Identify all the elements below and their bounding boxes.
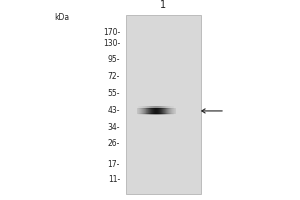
Bar — [171, 106, 172, 109]
Bar — [151, 113, 152, 115]
Bar — [157, 113, 158, 115]
Bar — [149, 113, 150, 115]
Bar — [168, 106, 169, 109]
Bar — [169, 113, 170, 115]
Bar — [165, 106, 166, 109]
Bar — [173, 113, 174, 115]
Bar — [167, 106, 168, 109]
Bar — [147, 106, 148, 109]
Bar — [162, 106, 163, 109]
Bar — [144, 113, 145, 115]
Bar — [150, 106, 151, 109]
Bar — [152, 106, 153, 109]
Bar — [160, 113, 161, 115]
Bar — [158, 113, 159, 115]
Bar — [142, 113, 143, 115]
Bar — [156, 113, 157, 115]
Bar — [160, 106, 161, 109]
Bar — [145, 113, 146, 115]
Bar — [162, 113, 163, 115]
Bar — [146, 106, 147, 109]
Bar — [159, 106, 160, 109]
Bar — [169, 106, 170, 109]
Bar — [157, 106, 158, 109]
Bar — [144, 106, 145, 109]
Text: 26-: 26- — [108, 139, 120, 148]
Bar — [161, 113, 162, 115]
Bar — [171, 113, 172, 115]
Bar — [142, 106, 143, 109]
Bar — [173, 106, 174, 109]
Text: 72-: 72- — [108, 72, 120, 81]
Bar — [168, 113, 169, 115]
Bar — [153, 113, 154, 115]
Text: 17-: 17- — [108, 160, 120, 169]
Bar — [170, 113, 171, 115]
Bar — [140, 106, 141, 109]
Bar — [155, 113, 156, 115]
Bar — [143, 113, 144, 115]
Bar — [148, 113, 149, 115]
Bar — [141, 106, 142, 109]
Text: 11-: 11- — [108, 175, 120, 184]
Bar — [164, 106, 165, 109]
Bar — [159, 113, 160, 115]
Bar — [139, 106, 140, 109]
Bar — [156, 106, 157, 109]
Bar — [160, 113, 161, 115]
Text: 1: 1 — [160, 0, 166, 10]
Bar — [151, 106, 152, 109]
Bar — [152, 113, 153, 115]
Bar — [126, 15, 201, 194]
Bar — [148, 106, 149, 109]
Text: 43-: 43- — [107, 106, 120, 115]
Bar — [139, 113, 140, 115]
Bar — [169, 113, 170, 115]
Bar — [149, 106, 150, 109]
Bar — [164, 113, 165, 115]
Text: 55-: 55- — [107, 89, 120, 98]
Bar — [145, 106, 146, 109]
Bar — [154, 106, 155, 109]
Text: 34-: 34- — [107, 123, 120, 132]
Bar — [158, 106, 159, 109]
Bar — [169, 106, 170, 109]
Bar — [154, 113, 155, 115]
Bar — [172, 113, 173, 115]
Bar — [170, 106, 171, 109]
Bar — [141, 113, 142, 115]
Bar — [172, 106, 173, 109]
Bar — [140, 113, 141, 115]
Bar — [161, 106, 162, 109]
Bar — [153, 106, 154, 109]
Bar — [143, 106, 144, 109]
Bar — [165, 113, 166, 115]
Bar — [146, 113, 147, 115]
Bar — [155, 106, 156, 109]
Text: 170-: 170- — [103, 28, 120, 37]
Text: 95-: 95- — [107, 55, 120, 64]
Bar — [150, 113, 151, 115]
Bar — [163, 113, 164, 115]
Bar — [138, 113, 139, 115]
Bar — [147, 113, 148, 115]
Text: kDa: kDa — [54, 13, 69, 22]
Text: 130-: 130- — [103, 39, 120, 48]
Bar — [163, 106, 164, 109]
Bar — [138, 106, 139, 109]
Bar — [160, 106, 161, 109]
Bar — [167, 113, 168, 115]
